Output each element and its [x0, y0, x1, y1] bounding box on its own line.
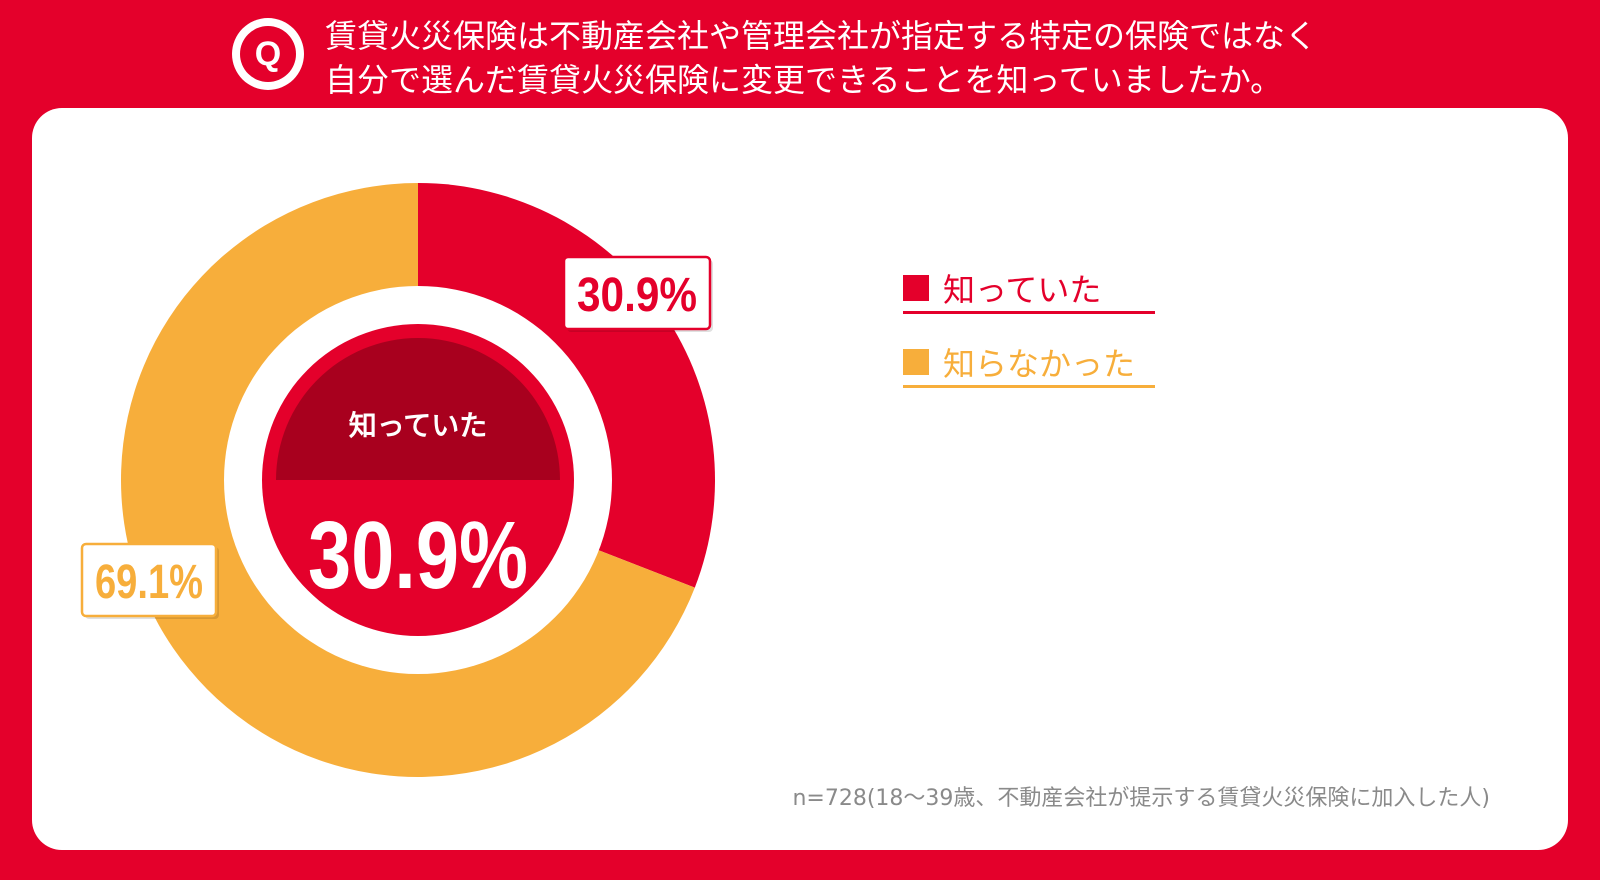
center-label: 知っていた — [349, 409, 488, 442]
center-cap — [276, 338, 560, 480]
data-label-1: 69.1% — [80, 542, 219, 619]
legend-swatch-knew — [903, 275, 929, 301]
legend-underline-did-not-know — [903, 385, 1156, 388]
legend-underline-knew — [903, 311, 1156, 314]
sample-footnote: n=728(18～39歳、不動産会社が提示する賃貸火災保険に加入した人) — [792, 786, 1490, 811]
legend-item-knew: 知っていた — [903, 262, 1156, 314]
center-value: 30.9% — [308, 502, 528, 609]
question-line-2: 自分で選んだ賃貸火災保険に変更できることを知っていましたか。 — [325, 61, 1283, 99]
data-label-0: 30.9% — [562, 255, 713, 332]
question-text: 賃貸火災保険は不動産会社や管理会社が指定する特定の保険ではなく 自分で選んだ賃貸… — [325, 14, 1475, 102]
legend-label-did-not-know: 知らなかった — [943, 345, 1136, 383]
legend-item-did-not-know: 知らなかった — [903, 336, 1156, 388]
question-line-1: 賃貸火災保険は不動産会社や管理会社が指定する特定の保険ではなく — [325, 17, 1318, 55]
legend-swatch-did-not-know — [903, 349, 929, 375]
data-label-text-0: 30.9% — [577, 269, 697, 322]
data-label-text-1: 69.1% — [95, 556, 203, 609]
chart-legend: 知っていた 知らなかった — [903, 262, 1156, 410]
question-badge-icon: Q — [232, 18, 304, 90]
slice-data-labels: 30.9% 69.1% — [80, 255, 713, 619]
question-badge-letter: Q — [240, 26, 296, 82]
question-header: Q 賃貸火災保険は不動産会社や管理会社が指定する特定の保険ではなく 自分で選んだ… — [0, 0, 1600, 110]
center-badge: 知っていた 30.9% — [262, 324, 574, 636]
legend-label-knew: 知っていた — [943, 271, 1102, 309]
